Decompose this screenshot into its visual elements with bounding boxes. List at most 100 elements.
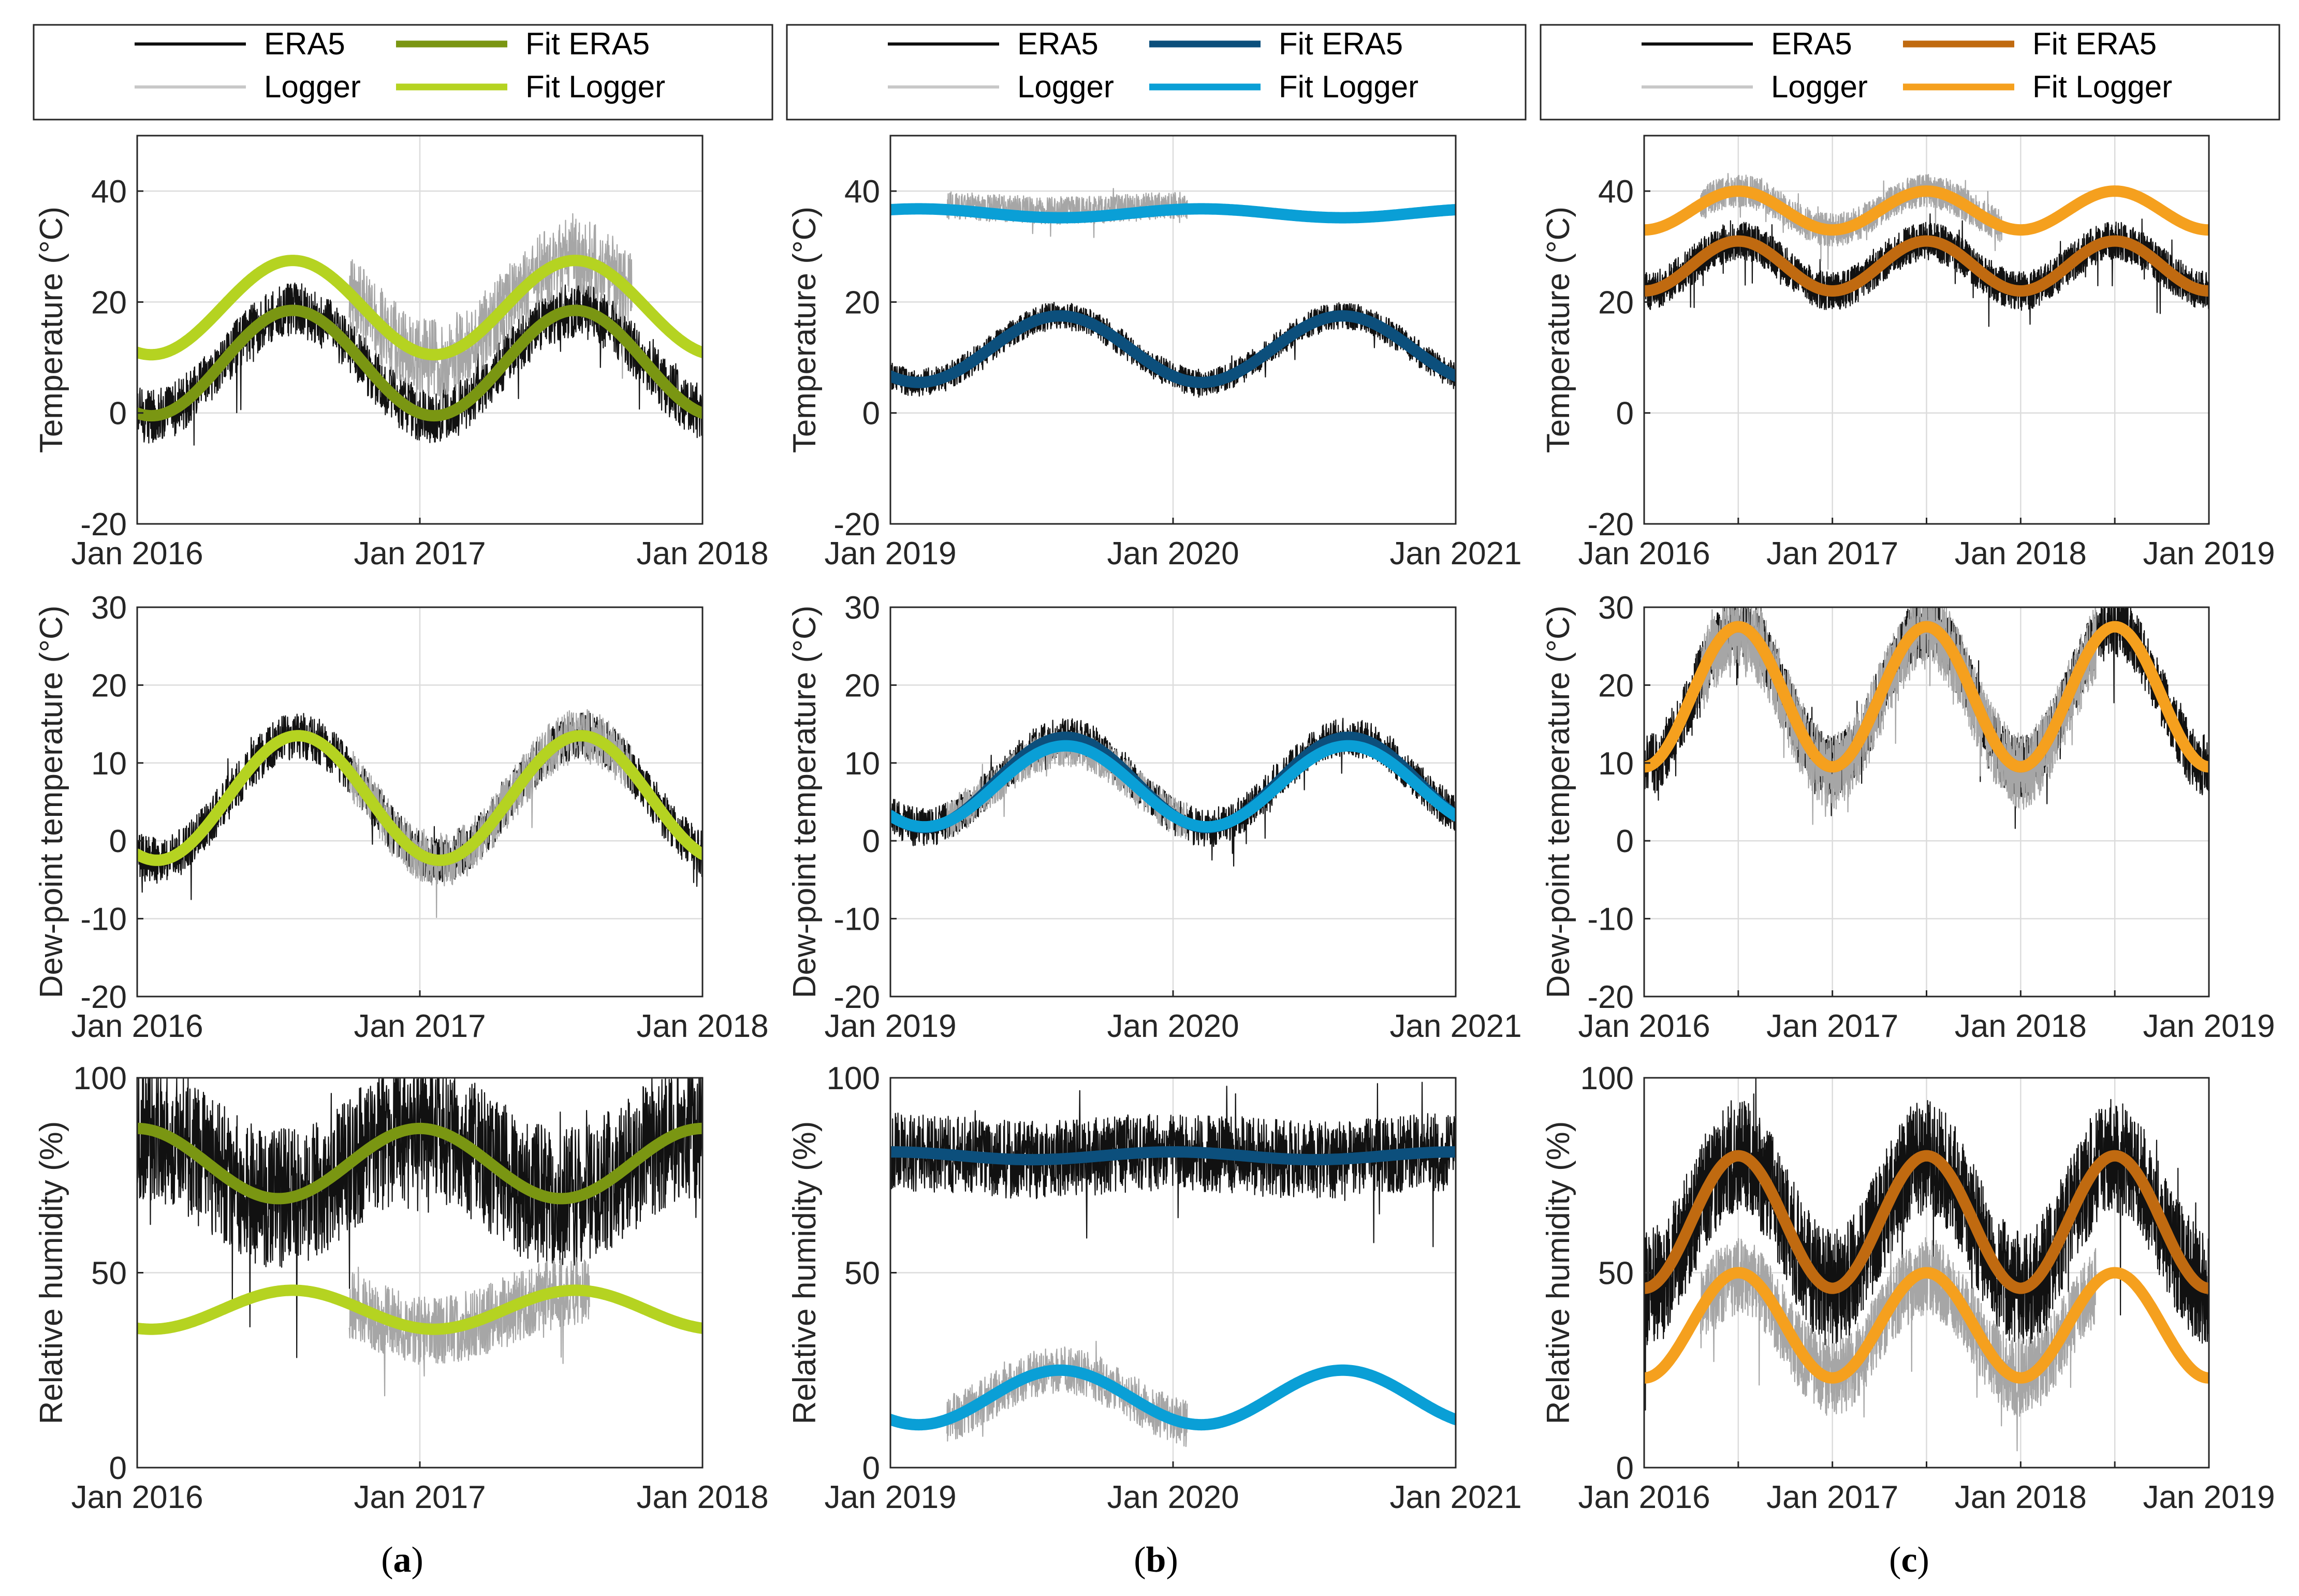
y-tick-label: 0: [862, 824, 880, 859]
x-tick-label: Jan 2017: [1766, 1008, 1898, 1044]
series-era5: [1644, 1078, 2209, 1411]
panel-c-humidity: 0 50 100 Jan 2016 Jan 2017 Jan 2018 Jan 2019 Re…: [1541, 1061, 2275, 1515]
y-tick-label: 30: [91, 590, 127, 626]
x-tick-label: Jan 2020: [1107, 1480, 1239, 1515]
y-axis-label: Temperature (°C): [34, 207, 69, 453]
y-tick-label: 0: [1616, 1451, 1634, 1486]
series-group: [137, 709, 702, 918]
y-tick-label: -20: [833, 507, 880, 543]
x-tick-label: Jan 2016: [1578, 1480, 1710, 1515]
y-axis-label: Dew-point temperature (°C): [787, 606, 823, 999]
legend-label: Fit ERA5: [525, 26, 650, 61]
panel-a-humidity: 0 50 100 Jan 2016 Jan 2017 Jan 2018 Relative h…: [34, 1061, 769, 1515]
x-tick-label: Jan 2016: [1578, 536, 1710, 572]
y-tick-label: 30: [844, 590, 880, 626]
legend-b: ERA5 Fit ERA5 Logger Fit Logger: [786, 24, 1527, 121]
legend-label: Logger: [264, 69, 361, 104]
x-tick-label: Jan 2017: [1766, 1480, 1898, 1515]
y-tick-label: 50: [91, 1256, 127, 1292]
x-tick-label: Jan 2020: [1107, 1008, 1239, 1044]
legend-label: ERA5: [1017, 26, 1099, 61]
x-tick-label: Jan 2017: [354, 1480, 486, 1515]
legend-label: ERA5: [1771, 26, 1852, 61]
y-tick-label: 20: [844, 285, 880, 320]
series-fit-era5: [890, 310, 1456, 388]
series-fit-logger: [137, 255, 702, 361]
y-tick-label: -10: [833, 902, 880, 938]
caption-a: (a): [381, 1540, 423, 1580]
series-logger: [946, 188, 1188, 238]
x-tick-label: Jan 2018: [1955, 536, 2087, 572]
y-tick-label: 50: [1598, 1256, 1634, 1292]
y-axis-label: Relative humidity (%): [1541, 1121, 1576, 1425]
x-tick-label: Jan 2018: [1955, 1008, 2087, 1044]
legend-a: ERA5 Fit ERA5 Logger Fit Logger: [33, 24, 773, 121]
x-tick-label: Jan 2016: [71, 536, 203, 572]
y-tick-label: 0: [109, 1451, 127, 1486]
y-tick-label: 10: [844, 746, 880, 782]
panel-a-dewpoint: -20 -10 0 10 20 30 Jan 2016 Jan 2017 Jan 2018 Dew…: [34, 590, 769, 1044]
y-tick-label: 0: [1616, 824, 1634, 859]
series-era5: [1644, 213, 2209, 327]
series-fit-era5: [137, 304, 702, 422]
series-fit-era5: [137, 1122, 702, 1205]
legends-layer: ERA5 Fit ERA5 Logger Fit Logger ERA5 Fit ERA5…: [33, 24, 2280, 121]
x-tick-label: Jan 2021: [1389, 1008, 1521, 1044]
x-tick-label: Jan 2019: [2143, 1480, 2275, 1515]
caption-b: (b): [1134, 1540, 1178, 1580]
series-fit-era5: [890, 1146, 1456, 1166]
series-fit-era5: [1644, 1150, 2209, 1294]
legend-label: Fit Logger: [525, 69, 665, 104]
y-tick-label: -20: [80, 979, 127, 1015]
y-tick-label: 100: [827, 1061, 880, 1096]
y-tick-label: 0: [862, 396, 880, 432]
x-tick-label: Jan 2017: [354, 536, 486, 572]
y-tick-label: 20: [1598, 668, 1634, 704]
x-tick-label: Jan 2021: [1389, 1480, 1521, 1515]
y-axis-label: Relative humidity (%): [34, 1121, 69, 1425]
panel-b-dewpoint: -20 -10 0 10 20 30 Jan 2019 Jan 2020 Jan 2021 Dew…: [787, 590, 1522, 1044]
x-tick-label: Jan 2019: [824, 1480, 956, 1515]
x-tick-label: Jan 2019: [824, 1008, 956, 1044]
series-fit-logger: [137, 1284, 702, 1335]
y-tick-label: 100: [1580, 1061, 1634, 1096]
y-axis-label: Dew-point temperature (°C): [34, 606, 69, 999]
x-tick-label: Jan 2016: [1578, 1008, 1710, 1044]
series-era5: [890, 1081, 1456, 1248]
series-group: [1644, 1078, 2209, 1452]
y-tick-label: -10: [80, 902, 127, 938]
series-fit-logger: [890, 203, 1456, 224]
y-tick-label: 40: [91, 174, 127, 210]
caption-c: (c): [1889, 1540, 1929, 1580]
series-fit-logger: [890, 740, 1456, 833]
y-tick-label: 10: [91, 746, 127, 782]
x-tick-label: Jan 2021: [1389, 536, 1521, 572]
legend-label: Fit Logger: [1279, 69, 1418, 104]
series-fit-logger: [1644, 185, 2209, 236]
series-fit-logger: [137, 730, 702, 866]
y-tick-label: 0: [1616, 396, 1634, 432]
series-group: [1644, 607, 2209, 829]
x-tick-label: Jan 2017: [1766, 536, 1898, 572]
x-tick-label: Jan 2020: [1107, 536, 1239, 572]
y-tick-label: 10: [1598, 746, 1634, 782]
legend-label: Fit ERA5: [1279, 26, 1403, 61]
legend-label: ERA5: [264, 26, 345, 61]
series-group: [1644, 173, 2209, 327]
y-axis-label: Temperature (°C): [787, 207, 823, 453]
x-tick-label: Jan 2019: [824, 536, 956, 572]
series-fit-logger: [1644, 621, 2209, 773]
series-era5: [137, 1078, 702, 1358]
series-group: [890, 718, 1456, 867]
series-group: [890, 188, 1456, 398]
x-tick-label: Jan 2019: [2143, 1008, 2275, 1044]
series-logger: [348, 213, 633, 424]
x-tick-label: Jan 2018: [636, 536, 768, 572]
x-tick-label: Jan 2016: [71, 1008, 203, 1044]
y-tick-label: 100: [74, 1061, 127, 1096]
y-tick-label: -20: [1587, 507, 1634, 543]
panel-a-temperature: -20 0 20 40 Jan 2016 Jan 2017 Jan 2018 Temperat…: [34, 135, 769, 572]
y-tick-label: 20: [91, 285, 127, 320]
y-tick-label: 0: [862, 1451, 880, 1486]
